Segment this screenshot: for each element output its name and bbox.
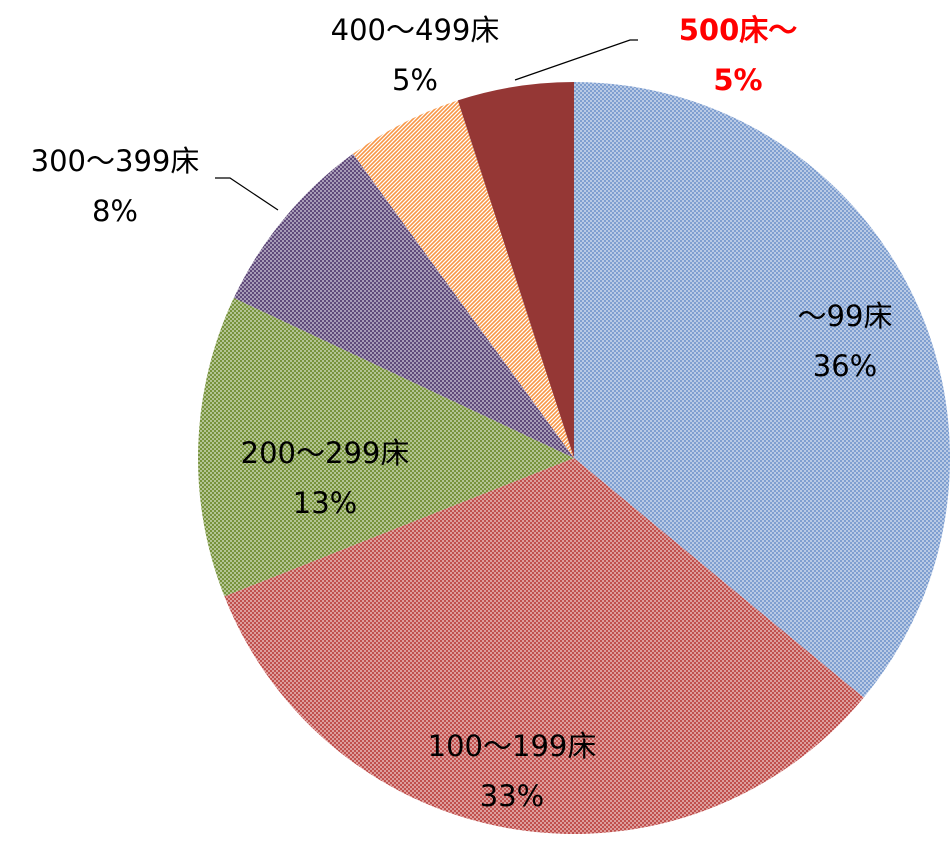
pie-slice xyxy=(198,297,574,597)
slice-value-label: 36% xyxy=(813,349,877,383)
slice-label: 200～299床 xyxy=(241,436,410,470)
slice-value-label: 8% xyxy=(92,194,138,228)
slice-label: 500床～ xyxy=(679,13,798,47)
leader-line xyxy=(215,177,279,211)
slice-label: ～99床 xyxy=(798,299,893,333)
pie-slice xyxy=(457,82,574,458)
slice-value-label: 5% xyxy=(713,63,762,97)
slice-value-label: 13% xyxy=(293,486,357,520)
slice-label: 300～399床 xyxy=(31,144,200,178)
pie-slice xyxy=(224,458,864,835)
pie-slice xyxy=(233,153,574,458)
pie-slice xyxy=(574,82,950,698)
leader-line xyxy=(514,39,638,81)
slice-label: 100～199床 xyxy=(428,729,597,763)
slice-label: 400～499床 xyxy=(331,13,500,47)
pie-slice xyxy=(352,100,574,459)
pie xyxy=(198,82,950,835)
slice-value-label: 5% xyxy=(392,63,438,97)
slice-value-label: 33% xyxy=(480,779,544,813)
